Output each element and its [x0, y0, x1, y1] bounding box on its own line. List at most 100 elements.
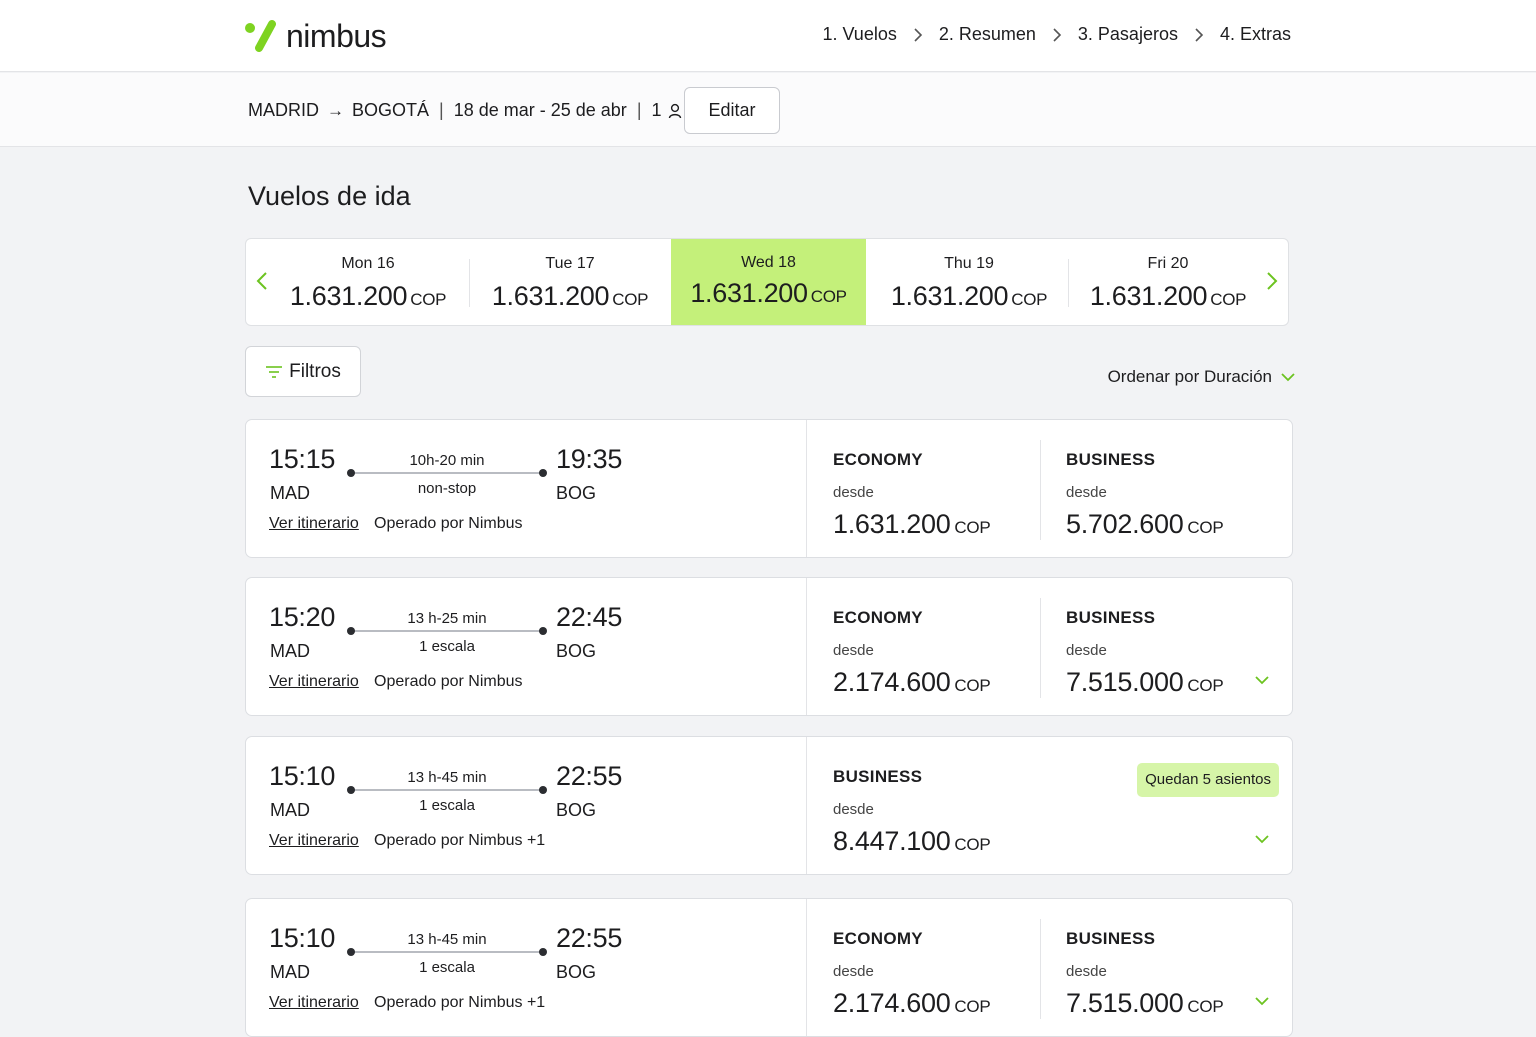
stops-info: 1 escala — [419, 797, 475, 814]
chevron-down-icon[interactable] — [1254, 672, 1270, 690]
economy-fare[interactable]: ECONOMY desde 1.631.200 COP — [833, 450, 991, 540]
route-path — [352, 951, 542, 953]
date-option-selected[interactable]: Wed 18 1.631.200 COP — [671, 239, 866, 325]
date-label: Wed 18 — [741, 254, 796, 271]
divider — [806, 899, 807, 1036]
business-fare[interactable]: BUSINESS desde 7.515.000 COP — [1066, 929, 1224, 1019]
price-value: 7.515.000 — [1066, 667, 1184, 697]
date-option[interactable]: Thu 19 1.631.200 COP — [869, 239, 1069, 325]
filters-button[interactable]: Filtros — [245, 346, 361, 397]
chevron-right-icon — [1178, 27, 1220, 43]
route-dot — [347, 948, 355, 956]
chevron-down-icon[interactable] — [1254, 993, 1270, 1011]
fare-class: BUSINESS — [1066, 929, 1156, 948]
filters-label: Filtros — [289, 360, 341, 382]
route-path — [352, 472, 542, 474]
chevron-down-icon[interactable] — [1254, 831, 1270, 849]
route-dot — [347, 627, 355, 635]
seats-left-badge: Quedan 5 asientos — [1137, 763, 1279, 797]
arrival-time: 22:55 — [556, 761, 623, 791]
view-itinerary-link[interactable]: Ver itinerario — [269, 994, 359, 1011]
search-summary-bar: MADRID → BOGOTÁ | 18 de mar - 25 de abr … — [0, 73, 1536, 147]
fare-price: 5.702.600 COP — [1066, 509, 1224, 540]
currency: COP — [1187, 518, 1224, 537]
departure-time: 15:10 — [269, 761, 336, 791]
operator-text: Operado por Nimbus — [374, 673, 523, 690]
flight-card[interactable]: 15:10 MAD 13 h-45 min 1 escala 22:55 BOG… — [245, 898, 1293, 1037]
step-vuelos[interactable]: 1. Vuelos — [822, 24, 897, 44]
business-fare[interactable]: BUSINESS desde 7.515.000 COP — [1066, 608, 1224, 698]
departure-airport: MAD — [270, 483, 310, 503]
flight-card[interactable]: 15:10 MAD 13 h-45 min 1 escala 22:55 BOG… — [245, 736, 1293, 875]
chevron-right-icon — [897, 27, 939, 43]
price-value: 1.631.200 — [690, 278, 808, 308]
operator-text: Operado por Nimbus +1 — [374, 832, 546, 849]
travel-dates: 18 de mar - 25 de abr — [453, 100, 627, 120]
price-value: 1.631.200 — [289, 281, 408, 311]
divider — [806, 420, 807, 557]
chevron-left-icon[interactable] — [256, 271, 268, 296]
currency: COP — [954, 835, 991, 854]
date-option[interactable]: Mon 16 1.631.200 COP — [268, 239, 468, 325]
view-itinerary-link[interactable]: Ver itinerario — [269, 673, 359, 690]
economy-fare[interactable]: ECONOMY desde 2.174.600 COP — [833, 608, 991, 698]
divider — [1040, 919, 1041, 1019]
departure-time: 15:10 — [269, 923, 336, 953]
flight-card[interactable]: 15:20 MAD 13 h-25 min 1 escala 22:45 BOG… — [245, 577, 1293, 716]
divider: | — [636, 100, 642, 120]
view-itinerary-link[interactable]: Ver itinerario — [269, 515, 359, 532]
date-price: 1.631.200 COP — [671, 278, 866, 309]
divider — [1040, 598, 1041, 698]
route-dot — [539, 948, 547, 956]
economy-fare[interactable]: ECONOMY desde 2.174.600 COP — [833, 929, 991, 1019]
step-pasajeros[interactable]: 3. Pasajeros — [1077, 24, 1178, 44]
arrival-airport: BOG — [556, 800, 597, 820]
price-value: 2.174.600 — [833, 667, 951, 697]
date-price: 1.631.200 COP — [470, 281, 670, 312]
edit-search-button[interactable]: Editar — [684, 87, 780, 134]
step-resumen[interactable]: 2. Resumen — [938, 24, 1036, 44]
divider — [1068, 259, 1069, 307]
currency: COP — [612, 290, 649, 309]
departure-time: 15:15 — [269, 444, 336, 474]
nimbus-logo[interactable]: nimbus — [244, 18, 387, 54]
date-label: Tue 17 — [545, 255, 595, 272]
currency: COP — [954, 518, 991, 537]
currency: COP — [810, 287, 847, 306]
divider — [469, 259, 470, 307]
fare-class: BUSINESS — [1066, 450, 1156, 469]
price-value: 1.631.200 — [890, 281, 1009, 311]
date-option[interactable]: Tue 17 1.631.200 COP — [470, 239, 670, 325]
price-value: 7.515.000 — [1066, 988, 1184, 1018]
from-label: desde — [1066, 963, 1107, 980]
fare-class: ECONOMY — [833, 929, 923, 948]
price-value: 5.702.600 — [1066, 509, 1184, 539]
date-price: 1.631.200 COP — [869, 281, 1069, 312]
business-fare[interactable]: BUSINESS desde 8.447.100 COP — [833, 767, 991, 857]
date-label: Mon 16 — [341, 255, 395, 272]
business-fare[interactable]: BUSINESS desde 5.702.600 COP — [1066, 450, 1224, 540]
fare-price: 2.174.600 COP — [833, 988, 991, 1019]
arrival-airport: BOG — [556, 962, 597, 982]
person-icon — [668, 103, 681, 118]
view-itinerary-link[interactable]: Ver itinerario — [269, 832, 359, 849]
from-label: desde — [833, 963, 874, 980]
date-label: Fri 20 — [1147, 255, 1189, 272]
step-extras[interactable]: 4. Extras — [1219, 24, 1291, 44]
date-option[interactable]: Fri 20 1.631.200 COP — [1068, 239, 1268, 325]
brand-name: nimbus — [286, 18, 387, 54]
route-line: 13 h-45 min 1 escala — [347, 929, 547, 976]
currency: COP — [1187, 997, 1224, 1016]
route-line: 10h-20 min non-stop — [347, 450, 547, 497]
fare-price: 1.631.200 COP — [833, 509, 991, 540]
price-value: 1.631.200 — [491, 281, 610, 311]
route-dot — [539, 627, 547, 635]
destination-city: BOGOTÁ — [352, 100, 430, 120]
flight-card[interactable]: 15:15 MAD 10h-20 min non-stop 19:35 BOG … — [245, 419, 1293, 558]
sort-dropdown[interactable]: Ordenar por Duración — [1108, 367, 1296, 387]
chevron-right-icon[interactable] — [1266, 271, 1278, 296]
route-line: 13 h-45 min 1 escala — [347, 767, 547, 814]
stops-info: 1 escala — [419, 959, 475, 976]
route-dot — [347, 786, 355, 794]
currency: COP — [954, 997, 991, 1016]
